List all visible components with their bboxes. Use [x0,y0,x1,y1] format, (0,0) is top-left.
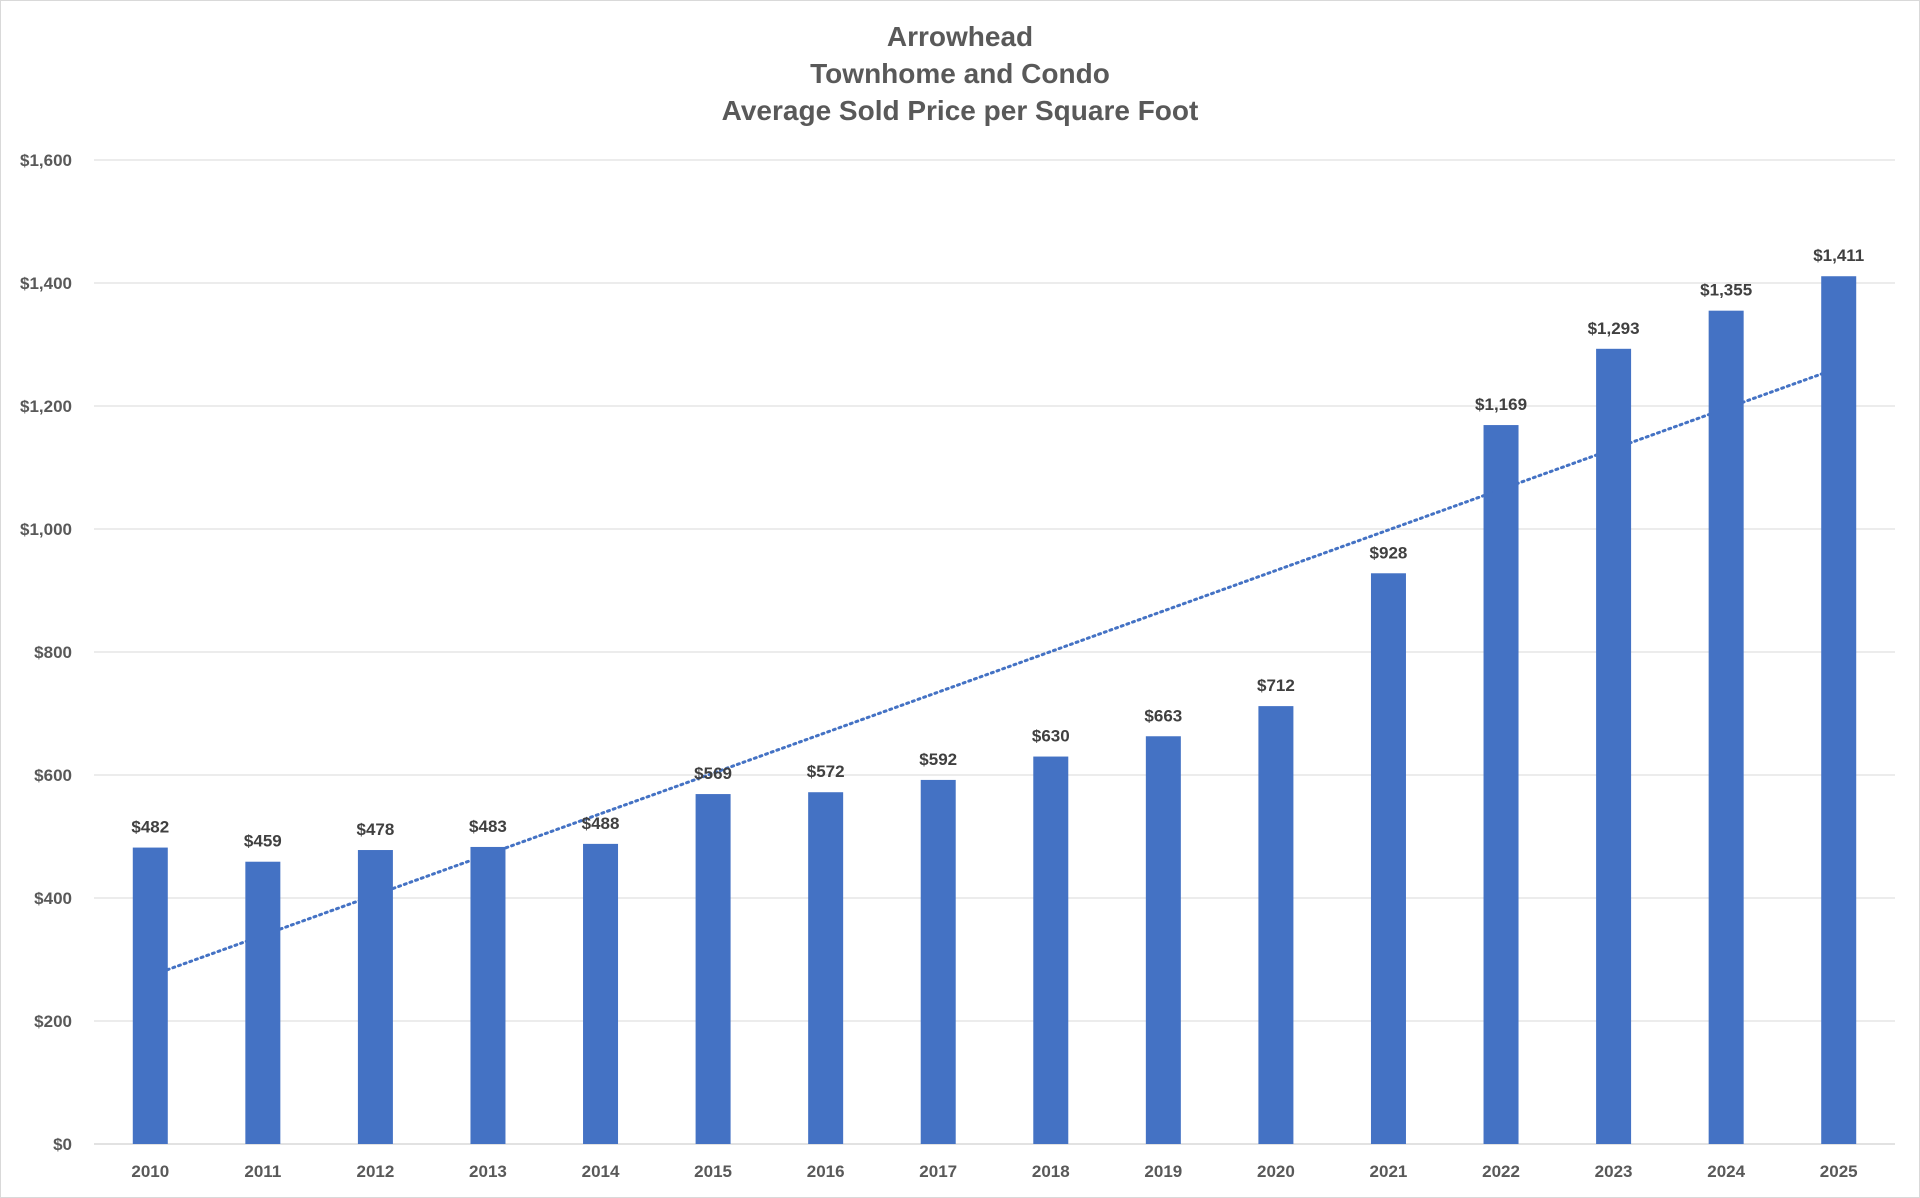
x-tick-label: 2011 [244,1162,281,1181]
data-label-2022: $1,169 [1475,395,1527,414]
x-tick-label: 2020 [1257,1162,1295,1181]
data-label-2013: $483 [469,817,507,836]
y-tick-label: $1,600 [20,151,72,170]
trendline [148,366,1841,978]
chart-title: Arrowhead Townhome and Condo Average Sol… [0,18,1920,129]
data-label-2021: $928 [1370,543,1408,562]
chart-title-line-1: Arrowhead [886,21,1034,52]
data-label-2023: $1,293 [1588,319,1640,338]
bar-2016 [808,792,844,1144]
data-label-2011: $459 [244,832,282,851]
bar-2020 [1258,706,1294,1144]
bar-2021 [1370,573,1406,1144]
bar-2023 [1596,348,1632,1144]
x-tick-label: 2017 [919,1162,957,1181]
chart-title-line-2: Townhome and Condo [810,58,1110,89]
x-tick-label: 2021 [1370,1162,1408,1181]
data-label-2025: $1,411 [1813,246,1864,265]
bar-2025 [1821,276,1857,1144]
x-tick-label: 2012 [356,1162,394,1181]
data-label-2017: $592 [919,750,957,769]
y-tick-label: $0 [53,1135,72,1154]
data-label-2024: $1,355 [1700,281,1752,300]
x-tick-label: 2010 [131,1162,169,1181]
data-label-2012: $478 [356,820,394,839]
data-label-2020: $712 [1257,676,1295,695]
bar-2011 [245,861,281,1144]
x-tick-label: 2016 [807,1162,845,1181]
y-tick-label: $1,400 [20,274,72,293]
x-tick-label: 2018 [1032,1162,1070,1181]
data-label-2015: $569 [694,764,732,783]
bars [132,276,1857,1144]
bar-2010 [132,847,168,1144]
bar-2019 [1145,736,1181,1144]
x-tick-label: 2014 [582,1162,620,1181]
y-tick-label: $400 [34,889,72,908]
y-tick-label: $1,000 [20,520,72,539]
y-tick-label: $600 [34,766,72,785]
data-label-2019: $663 [1144,706,1182,725]
x-tick-label: 2023 [1595,1162,1633,1181]
data-label-2014: $488 [582,814,620,833]
x-tick-label: 2013 [469,1162,507,1181]
bar-2013 [470,846,506,1144]
x-tick-label: 2022 [1482,1162,1520,1181]
gridlines [94,159,1895,1145]
bar-2014 [583,843,619,1144]
bar-2018 [1033,756,1069,1144]
x-tick-label: 2025 [1820,1162,1858,1181]
data-label-2018: $630 [1032,727,1070,746]
y-tick-label: $1,200 [20,397,72,416]
trendline-layer [148,366,1841,978]
data-label-2010: $482 [131,818,169,837]
bar-2022 [1483,425,1519,1144]
bar-2015 [695,794,731,1144]
x-tick-label: 2024 [1707,1162,1745,1181]
data-label-2016: $572 [807,762,845,781]
labels: $0 $200 $400 $600 $800 $1,000 $1,200 $1,400 $1,6… [20,151,1864,1181]
x-tick-label: 2019 [1144,1162,1182,1181]
bar-2017 [920,779,956,1144]
y-tick-label: $800 [34,643,72,662]
y-tick-label: $200 [34,1012,72,1031]
x-tick-label: 2015 [694,1162,732,1181]
bar-2024 [1708,310,1744,1144]
chart-title-line-3: Average Sold Price per Square Foot [721,95,1199,126]
